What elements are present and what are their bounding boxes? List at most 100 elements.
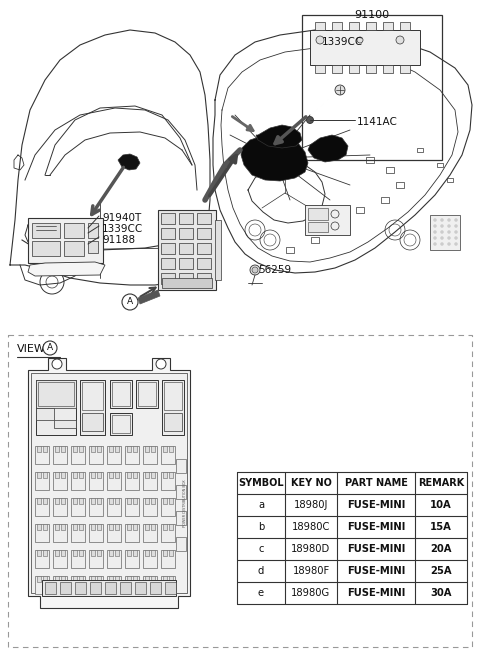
Bar: [311, 237, 319, 243]
Circle shape: [252, 267, 258, 273]
Bar: [145, 550, 149, 556]
Bar: [163, 576, 167, 582]
Circle shape: [447, 231, 451, 233]
Bar: [82, 382, 103, 410]
Circle shape: [433, 231, 436, 233]
Bar: [151, 524, 155, 530]
Bar: [109, 524, 113, 530]
Bar: [35, 550, 49, 568]
Bar: [107, 446, 121, 464]
Bar: [169, 550, 173, 556]
Circle shape: [455, 236, 457, 240]
Polygon shape: [28, 358, 190, 608]
Bar: [162, 278, 212, 288]
Bar: [75, 582, 86, 594]
Text: 18980F: 18980F: [292, 566, 330, 576]
Text: A: A: [127, 297, 133, 307]
Bar: [332, 65, 342, 73]
Bar: [161, 498, 175, 516]
Bar: [110, 413, 132, 435]
Bar: [151, 446, 155, 452]
Bar: [161, 258, 175, 269]
Bar: [169, 472, 173, 478]
Text: 91188: 91188: [102, 235, 135, 245]
Bar: [286, 247, 294, 253]
Polygon shape: [308, 135, 348, 162]
Bar: [138, 382, 156, 406]
Bar: [71, 498, 85, 516]
Bar: [32, 223, 60, 238]
Circle shape: [433, 242, 436, 246]
Bar: [133, 550, 137, 556]
Bar: [79, 446, 83, 452]
Bar: [73, 576, 77, 582]
Bar: [125, 446, 139, 464]
Text: POWER DISTRIBUTION BOX: POWER DISTRIBUTION BOX: [183, 479, 187, 527]
Bar: [73, 446, 77, 452]
Bar: [179, 243, 193, 254]
Circle shape: [441, 236, 444, 240]
Bar: [145, 576, 149, 582]
Bar: [53, 576, 67, 594]
Bar: [176, 485, 186, 499]
Bar: [55, 524, 59, 530]
Text: PART NAME: PART NAME: [345, 478, 408, 488]
Bar: [197, 258, 211, 269]
Bar: [79, 472, 83, 478]
Bar: [55, 472, 59, 478]
Bar: [302, 15, 442, 160]
Bar: [165, 582, 176, 594]
Bar: [115, 550, 119, 556]
Bar: [125, 524, 139, 542]
Bar: [107, 472, 121, 490]
Bar: [31, 373, 187, 593]
Bar: [88, 223, 98, 238]
Bar: [151, 472, 155, 478]
Bar: [400, 65, 410, 73]
Bar: [79, 550, 83, 556]
Bar: [163, 498, 167, 504]
Text: KEY NO: KEY NO: [290, 478, 331, 488]
Text: REMARK: REMARK: [418, 478, 464, 488]
Circle shape: [447, 242, 451, 246]
Bar: [383, 65, 393, 73]
Bar: [310, 30, 420, 65]
Bar: [158, 210, 216, 290]
Text: 91940T: 91940T: [102, 213, 141, 223]
Bar: [61, 576, 65, 582]
Bar: [43, 446, 47, 452]
Bar: [125, 550, 139, 568]
Bar: [120, 582, 131, 594]
Bar: [161, 550, 175, 568]
Polygon shape: [28, 262, 105, 276]
Bar: [79, 524, 83, 530]
Bar: [197, 228, 211, 239]
Bar: [145, 446, 149, 452]
Bar: [109, 472, 113, 478]
Bar: [161, 273, 175, 284]
Bar: [38, 382, 74, 406]
Bar: [366, 157, 374, 163]
Bar: [32, 241, 60, 256]
Bar: [53, 446, 67, 464]
Bar: [37, 524, 41, 530]
Text: 25A: 25A: [430, 566, 452, 576]
Bar: [89, 550, 103, 568]
Bar: [400, 22, 410, 30]
Bar: [107, 576, 121, 594]
Bar: [169, 446, 173, 452]
Circle shape: [447, 219, 451, 221]
Bar: [162, 380, 184, 435]
Polygon shape: [138, 290, 160, 304]
Text: FUSE-MINI: FUSE-MINI: [347, 522, 405, 532]
Bar: [61, 472, 65, 478]
Bar: [151, 550, 155, 556]
Bar: [161, 472, 175, 490]
Bar: [308, 208, 328, 220]
Bar: [163, 472, 167, 478]
Bar: [43, 550, 47, 556]
Text: 1339CC: 1339CC: [102, 224, 143, 234]
Circle shape: [441, 231, 444, 233]
Bar: [215, 220, 221, 280]
Polygon shape: [118, 154, 140, 170]
